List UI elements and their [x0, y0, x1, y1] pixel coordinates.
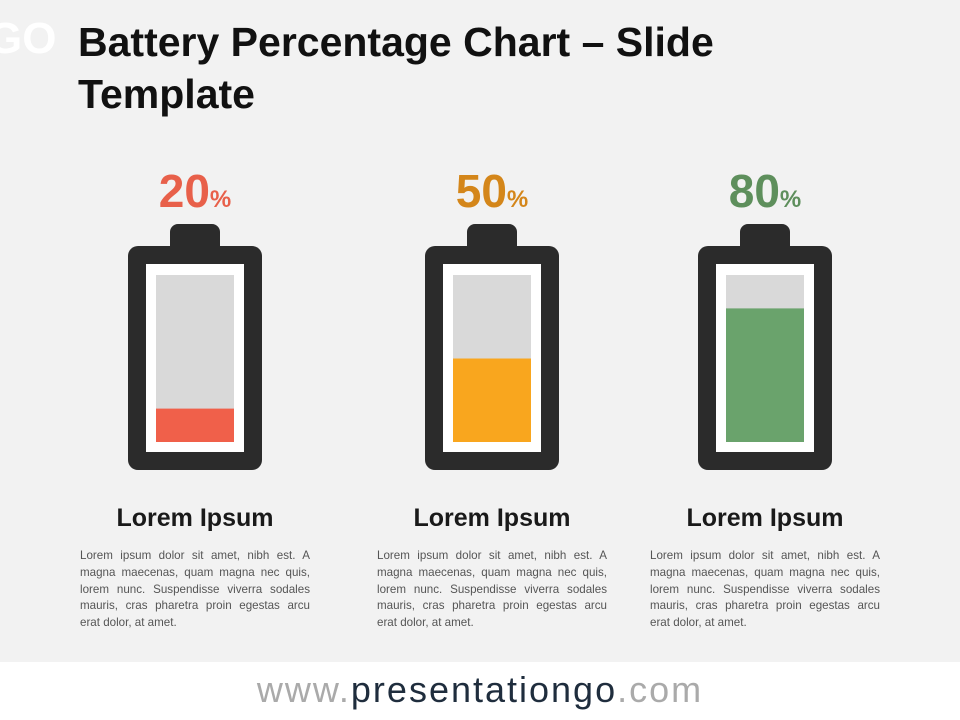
footer-name: presentationgo — [350, 669, 618, 710]
description: Lorem ipsum dolor sit amet, nibh est. A … — [650, 549, 880, 630]
description: Lorem ipsum dolor sit amet, nibh est. A … — [377, 549, 607, 630]
battery-level — [453, 358, 531, 442]
logo: GO — [0, 14, 57, 63]
value-label: 50% — [456, 165, 529, 217]
footer-prefix: www. — [256, 669, 351, 710]
battery-level — [156, 408, 234, 442]
category-label: Lorem Ipsum — [413, 504, 571, 532]
value-label: 80% — [729, 165, 802, 217]
chart-title: Battery Percentage Chart – Slide Templat… — [78, 19, 714, 117]
description: Lorem ipsum dolor sit amet, nibh est. A … — [80, 549, 310, 630]
category-label: Lorem Ipsum — [116, 504, 274, 532]
category-label: Lorem Ipsum — [686, 504, 844, 532]
value-label: 20% — [159, 165, 232, 217]
footer-suffix: .com — [617, 669, 704, 710]
battery-level — [726, 308, 804, 442]
footer: www.presentationgo.com — [0, 662, 960, 720]
